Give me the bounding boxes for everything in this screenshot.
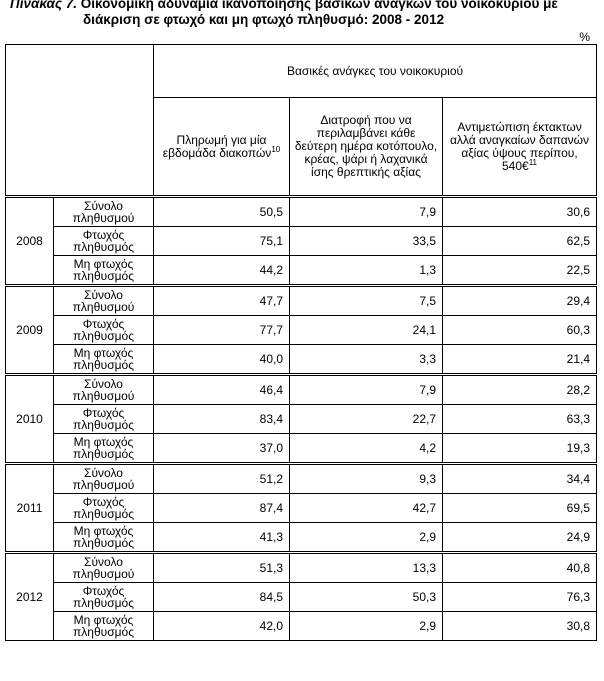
value-vacation: 75,1 bbox=[153, 226, 290, 256]
row-label: Σύνολο πληθυσμού bbox=[53, 373, 154, 405]
value-vacation: 77,7 bbox=[153, 315, 290, 345]
table-row: 2009 Σύνολο πληθυσμού 47,7 7,5 29,4 bbox=[5, 284, 598, 375]
row-label: Φτωχός πληθυσμός bbox=[53, 315, 154, 345]
value-nutrition: 50,3 bbox=[289, 582, 443, 612]
value-vacation: 50,5 bbox=[153, 195, 290, 227]
row-label: Μη φτωχός πληθυσμός bbox=[53, 522, 154, 553]
header-corner bbox=[5, 44, 154, 197]
table-row: Μη φτωχός πληθυσμός 44,2 1,3 22,5 bbox=[6, 255, 598, 286]
row-label: Φτωχός πληθυσμός bbox=[53, 404, 154, 434]
row-label: Σύνολο πληθυσμού bbox=[53, 284, 154, 316]
header-col-vacation: Πληρωμή για μία εβδομάδα διακοπών10 bbox=[153, 97, 290, 197]
value-expenses: 24,9 bbox=[441, 522, 598, 553]
year-cell: 2012 bbox=[5, 551, 54, 641]
value-vacation: 41,3 bbox=[153, 522, 290, 553]
table-number: Πίνακας 7. bbox=[10, 0, 78, 11]
value-nutrition: 4,2 bbox=[289, 433, 443, 464]
value-expenses: 76,3 bbox=[441, 582, 598, 612]
value-vacation: 47,7 bbox=[153, 284, 290, 316]
value-nutrition: 24,1 bbox=[289, 315, 443, 345]
table-row: Φτωχός πληθυσμός 84,5 50,3 76,3 bbox=[6, 582, 598, 612]
value-vacation: 51,3 bbox=[153, 551, 290, 583]
value-nutrition: 13,3 bbox=[289, 551, 443, 583]
value-expenses: 19,3 bbox=[441, 433, 598, 464]
row-label: Μη φτωχός πληθυσμός bbox=[53, 255, 154, 286]
value-nutrition: 22,7 bbox=[289, 404, 443, 434]
table-row: Φτωχός πληθυσμός 75,1 33,5 62,5 bbox=[6, 226, 598, 256]
title-text-line2: διάκριση σε φτωχό και μη φτωχό πληθυσμό:… bbox=[83, 12, 445, 27]
value-vacation: 42,0 bbox=[153, 611, 290, 641]
value-expenses: 60,3 bbox=[441, 315, 598, 345]
footnote-ref-11: 11 bbox=[528, 157, 538, 167]
year-cell: 2011 bbox=[5, 462, 54, 553]
table-row: 2011 Σύνολο πληθυσμού 51,2 9,3 34,4 bbox=[5, 462, 598, 553]
table-title: Πίνακας 7. Οικονομική αδυναμία ικανοποίη… bbox=[10, 0, 600, 28]
unit-label: % bbox=[579, 30, 590, 44]
table-row: Φτωχός πληθυσμός 87,4 42,7 69,5 bbox=[6, 493, 598, 523]
footnote-ref-10: 10 bbox=[271, 144, 281, 154]
value-vacation: 37,0 bbox=[153, 433, 290, 464]
value-expenses: 40,8 bbox=[441, 551, 598, 583]
table-row: Μη φτωχός πληθυσμός 40,0 3,3 21,4 bbox=[6, 344, 598, 375]
header-col-vacation-text: Πληρωμή για μία εβδομάδα διακοπών bbox=[162, 132, 272, 160]
row-label: Μη φτωχός πληθυσμός bbox=[53, 433, 154, 464]
row-label: Φτωχός πληθυσμός bbox=[53, 226, 154, 256]
value-nutrition: 2,9 bbox=[289, 522, 443, 553]
value-nutrition: 7,9 bbox=[289, 373, 443, 405]
value-vacation: 87,4 bbox=[153, 493, 290, 523]
year-cell: 2008 bbox=[5, 195, 54, 286]
row-label: Σύνολο πληθυσμού bbox=[53, 462, 154, 494]
year-cell: 2009 bbox=[5, 284, 54, 375]
table-row: 2010 Σύνολο πληθυσμού 46,4 7,9 28,2 bbox=[5, 373, 598, 464]
value-vacation: 44,2 bbox=[153, 255, 290, 286]
header-col-expenses: Αντιμετώπιση έκτακτων αλλά αναγκαίων δαπ… bbox=[441, 97, 598, 197]
header-row-columns: Πληρωμή για μία εβδομάδα διακοπών10 Διατ… bbox=[6, 97, 598, 197]
row-label: Μη φτωχός πληθυσμός bbox=[53, 344, 154, 375]
table-row: 2008 Σύνολο πληθυσμού 50,5 7,9 30,6 bbox=[5, 195, 598, 286]
value-expenses: 30,8 bbox=[441, 611, 598, 641]
value-expenses: 62,5 bbox=[441, 226, 598, 256]
value-vacation: 46,4 bbox=[153, 373, 290, 405]
title-text: Οικονομική αδυναμία ικανοποίησης βασικών… bbox=[80, 0, 558, 11]
row-label: Φτωχός πληθυσμός bbox=[53, 582, 154, 612]
row-label: Σύνολο πληθυσμού bbox=[53, 195, 154, 227]
table-row: Φτωχός πληθυσμός 77,7 24,1 60,3 bbox=[6, 315, 598, 345]
value-expenses: 34,4 bbox=[441, 462, 598, 494]
value-nutrition: 33,5 bbox=[289, 226, 443, 256]
table-row: Μη φτωχός πληθυσμός 41,3 2,9 24,9 bbox=[6, 522, 598, 553]
value-nutrition: 42,7 bbox=[289, 493, 443, 523]
header-row-group: Βασικές ανάγκες του νοικοκυριού bbox=[5, 44, 598, 197]
header-col-nutrition: Διατροφή που να περιλαμβάνει κάθε δεύτερ… bbox=[289, 97, 443, 197]
value-nutrition: 2,9 bbox=[289, 611, 443, 641]
value-expenses: 21,4 bbox=[441, 344, 598, 375]
value-vacation: 83,4 bbox=[153, 404, 290, 434]
value-nutrition: 3,3 bbox=[289, 344, 443, 375]
table-row: Φτωχός πληθυσμός 83,4 22,7 63,3 bbox=[6, 404, 598, 434]
table-body: Βασικές ανάγκες του νοικοκυριού Πληρωμή … bbox=[5, 44, 598, 641]
value-expenses: 28,2 bbox=[441, 373, 598, 405]
header-col-expenses-text: Αντιμετώπιση έκτακτων αλλά αναγκαίων δαπ… bbox=[449, 119, 590, 173]
row-label: Σύνολο πληθυσμού bbox=[53, 551, 154, 583]
row-label: Μη φτωχός πληθυσμός bbox=[53, 611, 154, 641]
value-expenses: 30,6 bbox=[441, 195, 598, 227]
value-vacation: 51,2 bbox=[153, 462, 290, 494]
table-row: Μη φτωχός πληθυσμός 42,0 2,9 30,8 bbox=[6, 611, 598, 641]
value-nutrition: 1,3 bbox=[289, 255, 443, 286]
data-table: Βασικές ανάγκες του νοικοκυριού Πληρωμή … bbox=[5, 44, 598, 641]
value-nutrition: 7,5 bbox=[289, 284, 443, 316]
year-cell: 2010 bbox=[5, 373, 54, 464]
value-expenses: 29,4 bbox=[441, 284, 598, 316]
value-nutrition: 9,3 bbox=[289, 462, 443, 494]
table-row: Μη φτωχός πληθυσμός 37,0 4,2 19,3 bbox=[6, 433, 598, 464]
table-row: 2012 Σύνολο πληθυσμού 51,3 13,3 40,8 bbox=[5, 551, 598, 641]
value-expenses: 69,5 bbox=[441, 493, 598, 523]
value-vacation: 40,0 bbox=[153, 344, 290, 375]
value-vacation: 84,5 bbox=[153, 582, 290, 612]
value-expenses: 63,3 bbox=[441, 404, 598, 434]
header-group: Βασικές ανάγκες του νοικοκυριού bbox=[152, 44, 598, 98]
value-nutrition: 7,9 bbox=[289, 195, 443, 227]
row-label: Φτωχός πληθυσμός bbox=[53, 493, 154, 523]
value-expenses: 22,5 bbox=[441, 255, 598, 286]
